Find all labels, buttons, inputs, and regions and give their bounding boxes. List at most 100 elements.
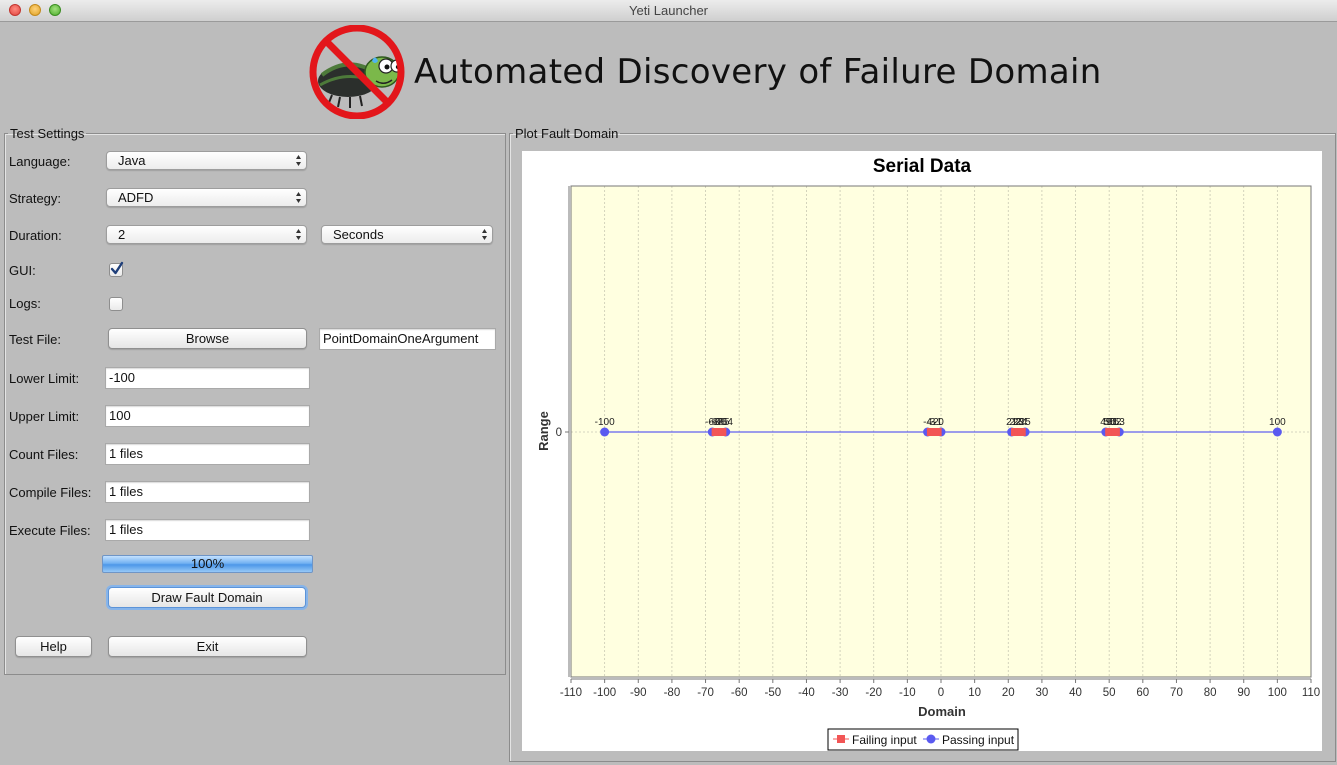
point-label: 24: [1016, 417, 1028, 428]
point-label: 53: [1114, 417, 1126, 428]
passing-point: [1272, 427, 1282, 437]
failing-point: [933, 428, 942, 436]
x-tick-label: -50: [765, 687, 782, 699]
exit-button[interactable]: Exit: [108, 636, 307, 657]
compile-files-field[interactable]: 1 files: [105, 481, 310, 503]
point-label: -2: [930, 417, 939, 428]
x-axis-label: Domain: [918, 704, 966, 719]
point-label: -100: [595, 417, 615, 428]
x-tick-label: 70: [1170, 687, 1183, 699]
point-label: 25: [1020, 417, 1032, 428]
x-tick-label: 110: [1302, 687, 1320, 699]
upper-limit-label: Upper Limit:: [9, 409, 80, 424]
x-tick-label: 50: [1103, 687, 1116, 699]
browse-button[interactable]: Browse: [108, 328, 307, 349]
lower-limit-label: Lower Limit:: [9, 371, 80, 386]
lower-limit-field[interactable]: -100: [105, 367, 310, 389]
language-select[interactable]: Java: [106, 151, 307, 170]
point-label: -4: [923, 417, 932, 428]
point-label: 100: [1269, 417, 1286, 428]
draw-fault-domain-button[interactable]: Draw Fault Domain: [108, 587, 306, 608]
maximize-window-button[interactable]: [49, 4, 61, 16]
language-label: Language:: [9, 154, 71, 169]
point-label: 23: [1013, 417, 1025, 428]
x-tick-label: 100: [1268, 687, 1287, 699]
failing-legend-label: Failing input: [852, 733, 917, 747]
plot-fault-domain-panel: Plot Fault Domain: [509, 126, 1336, 762]
help-button[interactable]: Help: [15, 636, 92, 657]
failing-point: [1111, 428, 1120, 436]
point-label: 0: [938, 417, 944, 428]
failing-legend-marker: [837, 735, 845, 743]
app-heading: Automated Discovery of Failure Domain: [414, 52, 1102, 92]
x-tick-label: 80: [1204, 687, 1217, 699]
point-label: 21: [1006, 417, 1018, 428]
test-settings-panel: Test Settings: [4, 126, 506, 675]
point-label: -65: [715, 417, 730, 428]
compile-files-label: Compile Files:: [9, 485, 92, 500]
point-label: -64: [719, 417, 734, 428]
count-files-label: Count Files:: [9, 447, 79, 462]
strategy-label: Strategy:: [9, 191, 62, 206]
point-label: -66: [712, 417, 727, 428]
x-tick-label: 60: [1136, 687, 1149, 699]
select-arrows-icon: [296, 155, 301, 166]
select-arrows-icon: [482, 229, 487, 240]
passing-legend-marker: [926, 734, 936, 744]
chart-svg: -100 -68 -64 -4 0 21 25 49 53 100-67-66-65 -3-2-1 2…: [536, 156, 1320, 751]
strategy-select[interactable]: ADFD: [106, 188, 307, 207]
execute-files-field[interactable]: 1 files: [105, 519, 310, 541]
x-tick-label: 90: [1237, 687, 1250, 699]
select-arrows-icon: [296, 229, 301, 240]
plot-panel-legend: Plot Fault Domain: [515, 126, 619, 141]
no-bug-logo: [306, 24, 408, 120]
duration-unit-value: Seconds: [333, 227, 384, 242]
test-settings-legend: Test Settings: [10, 126, 85, 141]
window-title: Yeti Launcher: [628, 3, 709, 18]
serial-data-chart: -100 -68 -64 -4 0 21 25 49 53 100 -67 -66 -65 -3 -2 -1 2…: [522, 151, 1322, 751]
point-label: 50: [1104, 417, 1116, 428]
x-axis-ticks: -110 -100 -90 -80 -70 -60 -50 -40 -30 -20 -10 0 10 20…: [560, 678, 1320, 699]
strategy-value: ADFD: [118, 190, 154, 205]
count-files-field[interactable]: 1 files: [105, 443, 310, 465]
language-value: Java: [118, 153, 146, 168]
x-tick-label: -30: [832, 687, 849, 699]
chart-legend: Failing input Passing input: [827, 728, 1019, 751]
y-tick-label: 0: [556, 427, 562, 439]
point-label: 49: [1100, 417, 1112, 428]
x-tick-label: -110: [560, 687, 582, 699]
plot-border: [570, 185, 1312, 678]
x-tick-label: -90: [630, 687, 647, 699]
logs-label: Logs:: [9, 296, 41, 311]
x-tick-label: -40: [798, 687, 815, 699]
x-tick-label: 30: [1036, 687, 1049, 699]
progress-bar: 100%: [102, 555, 313, 573]
select-arrows-icon: [296, 192, 301, 203]
point-label: 51: [1107, 417, 1119, 428]
duration-value: 2: [118, 227, 126, 242]
x-tick-label: -80: [664, 687, 681, 699]
failing-point: [1017, 428, 1026, 436]
point-label: 52: [1110, 417, 1122, 428]
gui-checkbox[interactable]: [109, 261, 124, 277]
failing-point: [718, 428, 727, 436]
minimize-window-button[interactable]: [29, 4, 41, 16]
x-tick-label: 10: [968, 687, 981, 699]
data-points: -100 -68 -64 -4 0 21 25 49 53 100 -67-66-65 -3-2-1 2…: [595, 417, 1286, 437]
x-tick-label: -70: [697, 687, 714, 699]
x-tick-label: 0: [938, 687, 944, 699]
duration-label: Duration:: [9, 228, 62, 243]
x-tick-label: -20: [865, 687, 882, 699]
passing-point: [600, 427, 610, 437]
duration-select[interactable]: 2: [106, 225, 307, 244]
upper-limit-field[interactable]: 100: [105, 405, 310, 427]
close-window-button[interactable]: [9, 4, 21, 16]
x-tick-label: -100: [593, 687, 616, 699]
duration-unit-select[interactable]: Seconds: [321, 225, 493, 244]
point-label: 22: [1009, 417, 1021, 428]
test-file-label: Test File:: [9, 332, 62, 347]
logs-checkbox[interactable]: [109, 297, 123, 311]
test-file-field[interactable]: PointDomainOneArgument: [319, 328, 496, 350]
y-axis-label: Range: [536, 411, 551, 451]
x-tick-label: -60: [731, 687, 748, 699]
